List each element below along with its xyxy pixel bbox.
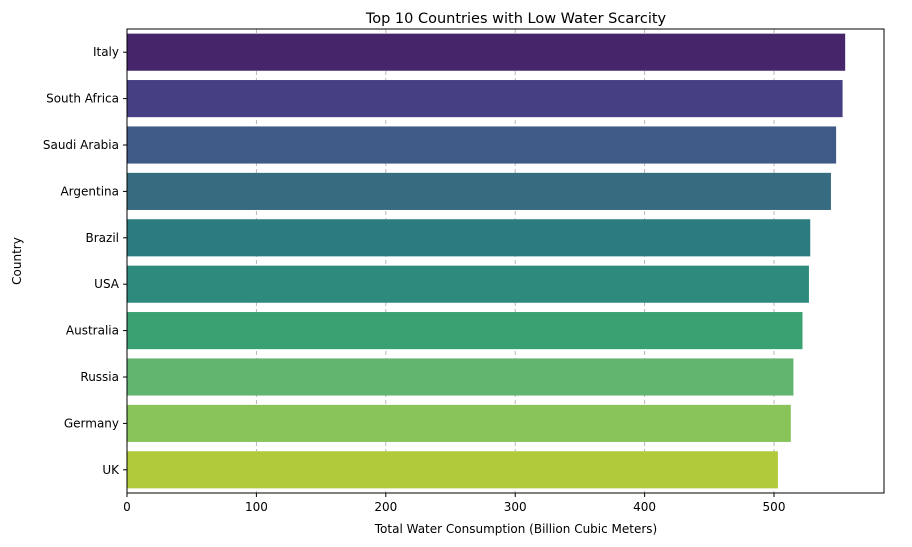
x-tick-label: 500 [763,500,786,514]
y-tick-label: South Africa [46,92,119,106]
y-tick-label: Italy [93,45,119,59]
y-axis-label: Country [10,237,24,285]
x-tick-label: 400 [633,500,656,514]
bar [127,358,794,396]
bar [127,33,846,71]
chart-title: Top 10 Countries with Low Water Scarcity [365,11,667,27]
x-tick-label: 100 [245,500,268,514]
bar [127,451,778,489]
y-tick-label: Russia [80,370,119,384]
bar [127,404,791,442]
y-tick-label: Argentina [60,184,119,198]
x-tick-label: 0 [123,500,131,514]
bar [127,126,837,164]
x-axis-ticks: 0 100 200 300 400 500 [123,493,785,514]
y-axis-ticks: Italy South Africa Saudi Arabia Argentina Br… [43,45,127,477]
bar [127,265,809,303]
bar [127,172,831,210]
bars [127,33,846,489]
bar [127,219,811,257]
y-tick-label: Australia [66,324,119,338]
plot-frame [126,28,885,494]
y-tick-label: Brazil [86,231,120,245]
y-tick-label: USA [94,277,120,291]
bar [127,80,843,118]
y-tick-label: Germany [64,416,119,430]
x-tick-label: 200 [374,500,397,514]
y-tick-label: UK [102,463,120,477]
x-axis-label: Total Water Consumption (Billion Cubic M… [374,522,657,536]
x-tick-label: 300 [504,500,527,514]
bar [127,312,803,350]
y-tick-label: Saudi Arabia [43,138,119,152]
